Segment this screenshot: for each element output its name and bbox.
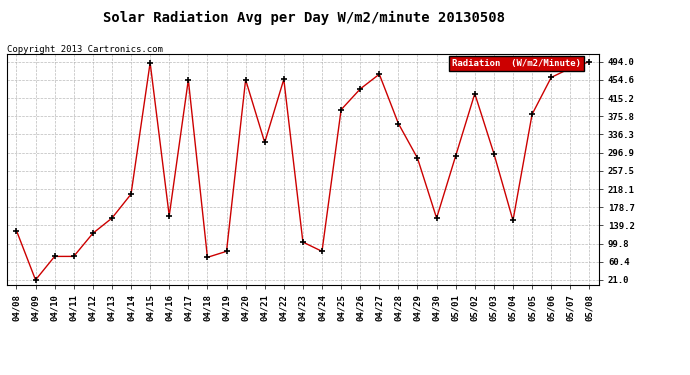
Text: Copyright 2013 Cartronics.com: Copyright 2013 Cartronics.com [7, 45, 163, 54]
Text: Solar Radiation Avg per Day W/m2/minute 20130508: Solar Radiation Avg per Day W/m2/minute … [103, 11, 504, 26]
Text: Radiation  (W/m2/Minute): Radiation (W/m2/Minute) [452, 59, 581, 68]
